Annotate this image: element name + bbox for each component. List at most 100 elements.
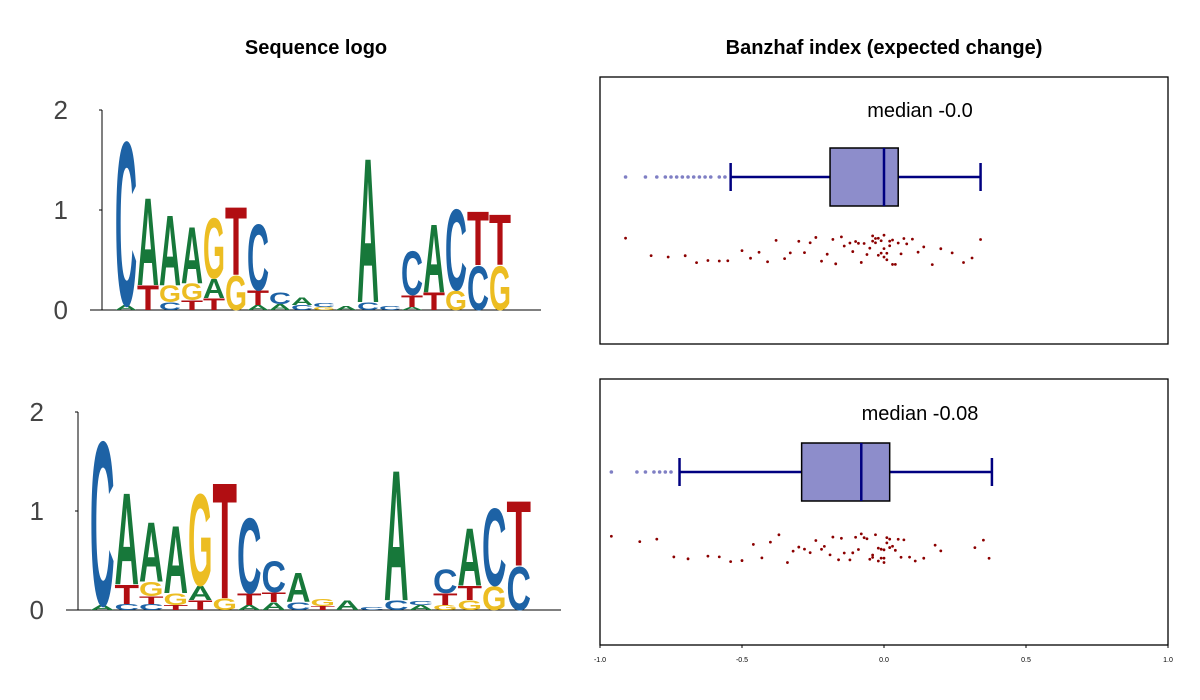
letter-group: G [489,253,511,324]
letter-group: G [181,279,203,305]
letter-group: A [137,172,159,313]
point [820,259,823,263]
letter-group: G [313,306,335,311]
letter-group: A [115,304,137,312]
logo-letter: T [467,195,489,281]
letter-group: T [225,186,247,296]
point [882,247,886,251]
point [865,537,869,541]
logo-letter: A [335,305,357,311]
point [672,555,676,559]
letter-group: A [291,295,313,307]
point [922,556,926,560]
letter-group: A [384,431,409,640]
logo-letter: A [286,565,311,611]
median-label: median -0.0 [867,100,973,122]
point [876,236,880,240]
logo-letter: T [401,292,423,311]
letter-group: A [262,600,287,612]
point [788,251,792,255]
logo-letter: A [159,195,181,307]
x-tick-label: 0.0 [879,657,889,664]
point [803,251,806,255]
letter-group: C [115,603,140,612]
letter-group: T [311,605,336,611]
point [862,536,866,540]
point [655,537,659,541]
point [797,239,801,243]
point [695,261,698,265]
logo-letter: T [213,449,238,634]
point [930,263,934,267]
logo-letter: C [467,253,489,324]
point [899,252,903,256]
point [808,551,812,555]
logo-letter: A [384,431,409,640]
y-tick-label: 1 [30,496,44,526]
logo-letter: C [433,562,458,601]
point [911,237,914,241]
letter-group: C [360,606,385,611]
letter-group: A [335,598,360,613]
point [896,537,900,541]
letter-group: G [188,466,213,613]
flier [703,175,707,179]
flier [697,175,702,179]
letter-group: C [445,185,467,315]
point [649,254,653,258]
point [871,239,875,243]
letter-group: G [458,598,483,613]
point [913,559,917,563]
letter-group: C [467,253,489,324]
point [874,241,877,245]
point [922,245,926,249]
letter-group: A [335,305,357,311]
letter-group: A [164,506,189,614]
logo-letter: C [115,603,140,612]
logo-letter: A [269,303,291,312]
letter-group: G [139,578,164,601]
box [800,442,891,502]
letter-group: A [159,195,181,307]
flier [680,175,685,179]
logo-letter: A [458,511,483,603]
point [797,545,801,549]
letter-group: A [423,203,445,313]
point [729,560,733,563]
logo-letter: C [384,598,409,613]
letter-group: A [401,306,423,311]
point [666,255,670,259]
letter-group: T [458,582,483,605]
flier [686,175,690,179]
point [857,548,860,551]
point [876,559,880,563]
point [882,561,886,564]
y-tick-label: 0 [30,595,44,625]
point [766,260,769,264]
flier [708,175,713,179]
logo-letter: G [213,595,238,614]
logo-letter: C [247,204,269,310]
point [857,241,860,245]
median-label: median -0.08 [862,403,979,425]
point [885,536,889,540]
point [803,547,806,551]
logo-letter: A [115,465,140,612]
logo-letter: T [507,483,532,586]
logo-letter: G [313,306,335,311]
point [726,259,730,263]
logo-letter: A [247,304,269,312]
letter-group: C [115,94,137,355]
panel-title: Banzhaf index (expected change) [726,37,1043,59]
logo-letter: T [458,582,483,605]
point [683,254,687,258]
letter-group: C [433,562,458,601]
flier [609,470,614,474]
point [783,257,786,261]
flier [652,470,656,474]
point [859,261,863,264]
y-tick-label: 2 [30,397,44,427]
point [885,251,889,255]
point [893,262,897,266]
